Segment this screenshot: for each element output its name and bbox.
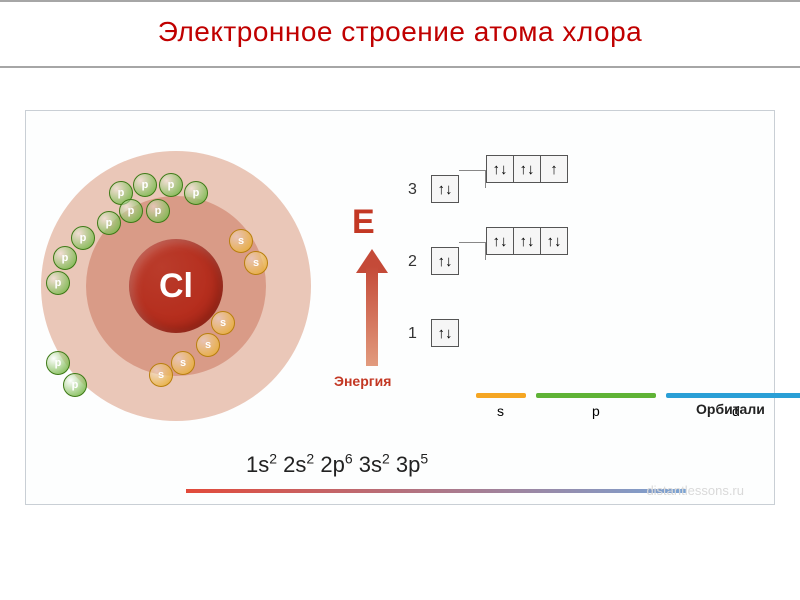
energy-E-label: E bbox=[352, 203, 375, 242]
electron-p: p bbox=[97, 211, 121, 235]
electron-s: s bbox=[196, 333, 220, 357]
element-symbol: Cl bbox=[159, 267, 193, 306]
config-underline bbox=[186, 489, 686, 493]
electron-p: p bbox=[133, 173, 157, 197]
level-number-1: 1 bbox=[408, 325, 417, 343]
electron-p: p bbox=[146, 199, 170, 223]
electron-p: p bbox=[159, 173, 183, 197]
atom-model: Cl ppppppppppppssssss bbox=[41, 151, 311, 421]
orbital-3p: ↑↓↑↓↑ bbox=[486, 155, 567, 183]
orbital-step-line bbox=[459, 242, 486, 260]
orbital-3s: ↑↓ bbox=[431, 175, 458, 203]
electron-configuration: 1s2 2s2 2p6 3s2 3p5 bbox=[246, 451, 428, 478]
electron-p: p bbox=[46, 351, 70, 375]
level-number-3: 3 bbox=[408, 181, 417, 199]
diagram-panel: Cl ppppppppppppssssss E Энергия 1↑↓2↑↓↑↓… bbox=[25, 110, 775, 505]
electron-s: s bbox=[244, 251, 268, 275]
level-number-2: 2 bbox=[408, 253, 417, 271]
nucleus: Cl bbox=[129, 239, 223, 333]
electron-s: s bbox=[211, 311, 235, 335]
orbital-2s: ↑↓ bbox=[431, 247, 458, 275]
electron-p: p bbox=[119, 199, 143, 223]
electron-s: s bbox=[149, 363, 173, 387]
watermark: distantlessons.ru bbox=[646, 483, 744, 498]
orbital-1s: ↑↓ bbox=[431, 319, 458, 347]
energy-diagram: E Энергия 1↑↓2↑↓↑↓↑↓↑↓3↑↓↑↓↑↓↑ bbox=[336, 141, 756, 401]
config-term: 2p6 bbox=[320, 452, 352, 477]
config-term: 1s2 bbox=[246, 452, 277, 477]
electron-s: s bbox=[229, 229, 253, 253]
electron-p: p bbox=[46, 271, 70, 295]
sublevel-label-s: s bbox=[497, 403, 504, 419]
orbital-step-line bbox=[459, 170, 486, 188]
arrow-shaft bbox=[366, 266, 378, 366]
sublevel-bar-d bbox=[666, 393, 800, 398]
electron-p: p bbox=[71, 226, 95, 250]
electron-p: p bbox=[63, 373, 87, 397]
title-bar: Электронное строение атома хлора bbox=[0, 0, 800, 68]
orbitals-label: Орбитали bbox=[696, 401, 765, 417]
page-title: Электронное строение атома хлора bbox=[158, 16, 643, 48]
config-term: 3p5 bbox=[396, 452, 428, 477]
orbital-2p: ↑↓↑↓↑↓ bbox=[486, 227, 567, 255]
energy-text: Энергия bbox=[334, 373, 391, 389]
config-term: 2s2 bbox=[283, 452, 314, 477]
electron-p: p bbox=[184, 181, 208, 205]
sublevel-bar-p bbox=[536, 393, 656, 398]
energy-arrow-icon bbox=[358, 251, 386, 371]
electron-s: s bbox=[171, 351, 195, 375]
sublevel-bar-s bbox=[476, 393, 526, 398]
electron-p: p bbox=[53, 246, 77, 270]
config-term: 3s2 bbox=[359, 452, 390, 477]
sublevel-label-p: p bbox=[592, 403, 600, 419]
